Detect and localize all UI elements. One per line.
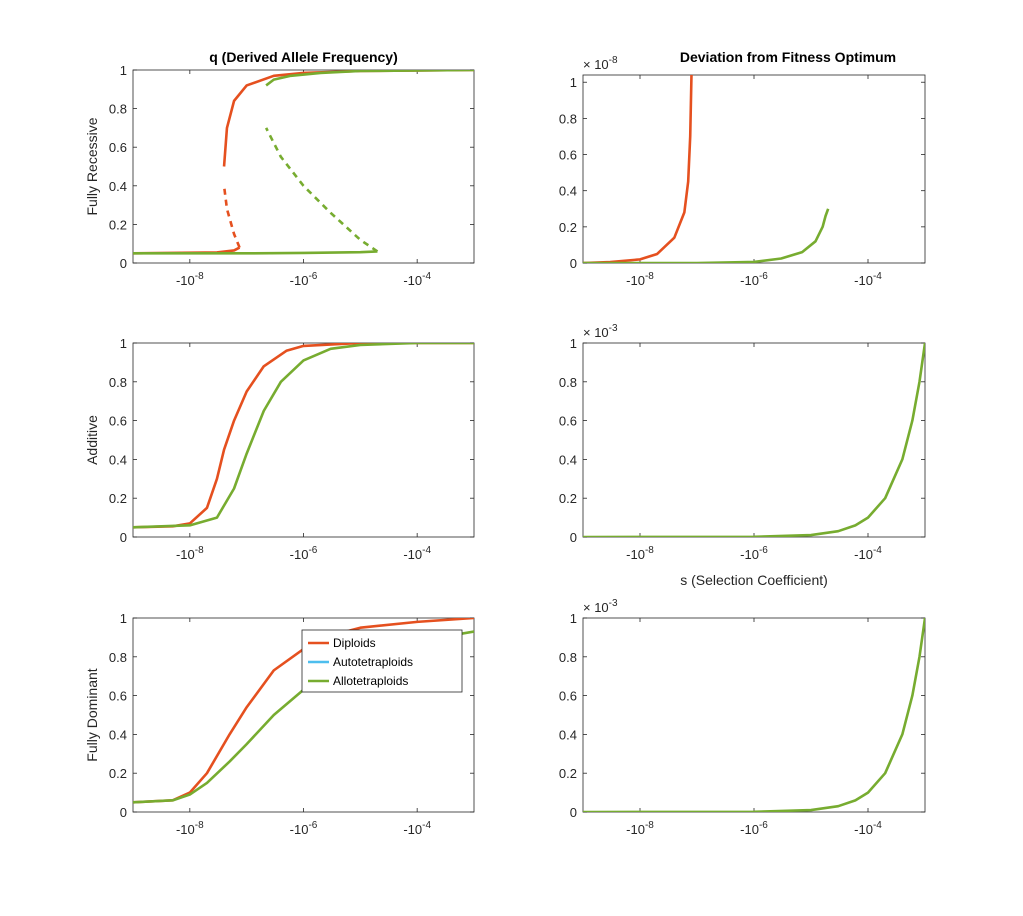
axes-box: [132, 69, 475, 264]
y-tick-label: 0: [120, 256, 127, 271]
y-multiplier: × 10-8: [583, 55, 618, 72]
y-tick-label: 0.8: [109, 375, 127, 390]
x-tick-label: -10-6: [290, 271, 318, 288]
series-line-allotetraploids: [133, 250, 378, 255]
chart-title: q (Derived Allele Frequency): [209, 49, 398, 65]
y-tick-label: 0: [570, 256, 577, 271]
y-tick-label: 0.2: [559, 491, 577, 506]
axes-box: [582, 342, 926, 538]
x-tick-label: -10-4: [854, 820, 882, 837]
y-axis-label: Additive: [84, 415, 100, 465]
panel-left-row1: -10-8 -10-6 -10-4 0 0.2 0.4 0.6 0.8 1 q (Derived …: [84, 49, 475, 288]
y-axis-label: Fully Recessive: [84, 117, 100, 215]
legend-entry: Allotetraploids: [333, 674, 408, 688]
panel-right-row3: -10-8 -10-6 -10-4 0 0.2 0.4 0.6 0.8 1 × 10-3: [559, 598, 926, 837]
series-line-diploids: [133, 618, 474, 804]
series-line-allotetraploids: [265, 70, 474, 87]
x-tick-label: -10-8: [626, 820, 654, 837]
y-tick-label: 1: [120, 336, 127, 351]
legend-entry: Diploids: [333, 636, 376, 650]
axes-box: [132, 342, 475, 538]
y-tick-label: 0.6: [109, 414, 127, 429]
y-tick-label: 0.8: [109, 650, 127, 665]
series-line-allotetraploids: [264, 127, 379, 253]
y-tick-label: 0.2: [109, 491, 127, 506]
panel-left-row2: -10-8 -10-6 -10-4 0 0.2 0.4 0.6 0.8 1 Additive: [84, 336, 475, 562]
y-tick-label: 0.8: [559, 111, 577, 126]
series-line-diploids: [222, 185, 241, 249]
y-tick-label: 0.4: [559, 452, 577, 467]
y-tick-label: 0.2: [109, 217, 127, 232]
y-tick-label: 0.4: [109, 452, 127, 467]
x-tick-label: -10-8: [176, 820, 204, 837]
y-multiplier: × 10-3: [583, 598, 618, 615]
chart-title: Deviation from Fitness Optimum: [680, 49, 896, 65]
y-tick-label: 0.4: [109, 179, 127, 194]
y-tick-label: 0.8: [559, 375, 577, 390]
x-tick-label: -10-4: [403, 545, 431, 562]
x-tick-label: -10-4: [403, 271, 431, 288]
panel-right-row1: -10-8 -10-6 -10-4 0 0.2 0.4 0.6 0.8 1 × 10-8 Devia…: [559, 49, 926, 288]
y-tick-label: 0.2: [559, 766, 577, 781]
axes-box: [582, 617, 926, 813]
x-tick-label: -10-6: [290, 545, 318, 562]
series-line-diploids: [133, 343, 474, 529]
series-line-allotetraploids: [133, 343, 474, 529]
y-tick-label: 0.6: [109, 689, 127, 704]
series-line-allotetraploids: [583, 618, 925, 812]
y-tick-label: 0: [570, 530, 577, 545]
y-tick-label: 0.4: [109, 727, 127, 742]
y-tick-label: 0.4: [559, 184, 577, 199]
series-line-diploids: [583, 75, 693, 263]
y-tick-label: 1: [120, 63, 127, 78]
legend: Diploids Autotetraploids Allotetraploids: [301, 629, 463, 693]
panel-left-row3: -10-8 -10-6 -10-4 0 0.2 0.4 0.6 0.8 1 Fully Domin…: [84, 611, 475, 837]
y-tick-label: 0.2: [109, 766, 127, 781]
series-line-allotetraploids: [583, 208, 830, 263]
x-tick-label: -10-6: [740, 271, 768, 288]
y-tick-label: 0.8: [109, 102, 127, 117]
x-tick-label: -10-4: [854, 271, 882, 288]
y-tick-label: 0.6: [559, 414, 577, 429]
y-tick-label: 1: [570, 75, 577, 90]
y-tick-label: 0: [570, 805, 577, 820]
x-tick-label: -10-8: [176, 271, 204, 288]
y-tick-label: 0: [120, 805, 127, 820]
y-tick-label: 1: [570, 611, 577, 626]
y-tick-label: 0.8: [559, 650, 577, 665]
y-tick-label: 0.6: [109, 140, 127, 155]
y-tick-label: 0: [120, 530, 127, 545]
y-tick-label: 1: [570, 336, 577, 351]
x-tick-label: -10-6: [740, 545, 768, 562]
y-tick-label: 0.6: [559, 148, 577, 163]
axes-box: [582, 74, 926, 264]
legend-entry: Autotetraploids: [333, 655, 413, 669]
x-tick-label: -10-8: [626, 271, 654, 288]
y-axis-label: Fully Dominant: [84, 668, 100, 761]
y-tick-label: 0.4: [559, 727, 577, 742]
series-line-allotetraploids: [583, 343, 925, 537]
y-tick-label: 0.6: [559, 689, 577, 704]
panel-right-row2: -10-8 -10-6 -10-4 0 0.2 0.4 0.6 0.8 1 × 10-3 s (Se…: [559, 323, 926, 588]
x-tick-label: -10-6: [290, 820, 318, 837]
x-axis-label: s (Selection Coefficient): [680, 572, 828, 588]
x-tick-label: -10-4: [854, 545, 882, 562]
y-tick-label: 1: [120, 611, 127, 626]
y-multiplier: × 10-3: [583, 323, 618, 340]
y-tick-label: 0.2: [559, 220, 577, 235]
x-tick-label: -10-6: [740, 820, 768, 837]
x-tick-label: -10-8: [626, 545, 654, 562]
x-tick-label: -10-4: [403, 820, 431, 837]
x-tick-label: -10-8: [176, 545, 204, 562]
